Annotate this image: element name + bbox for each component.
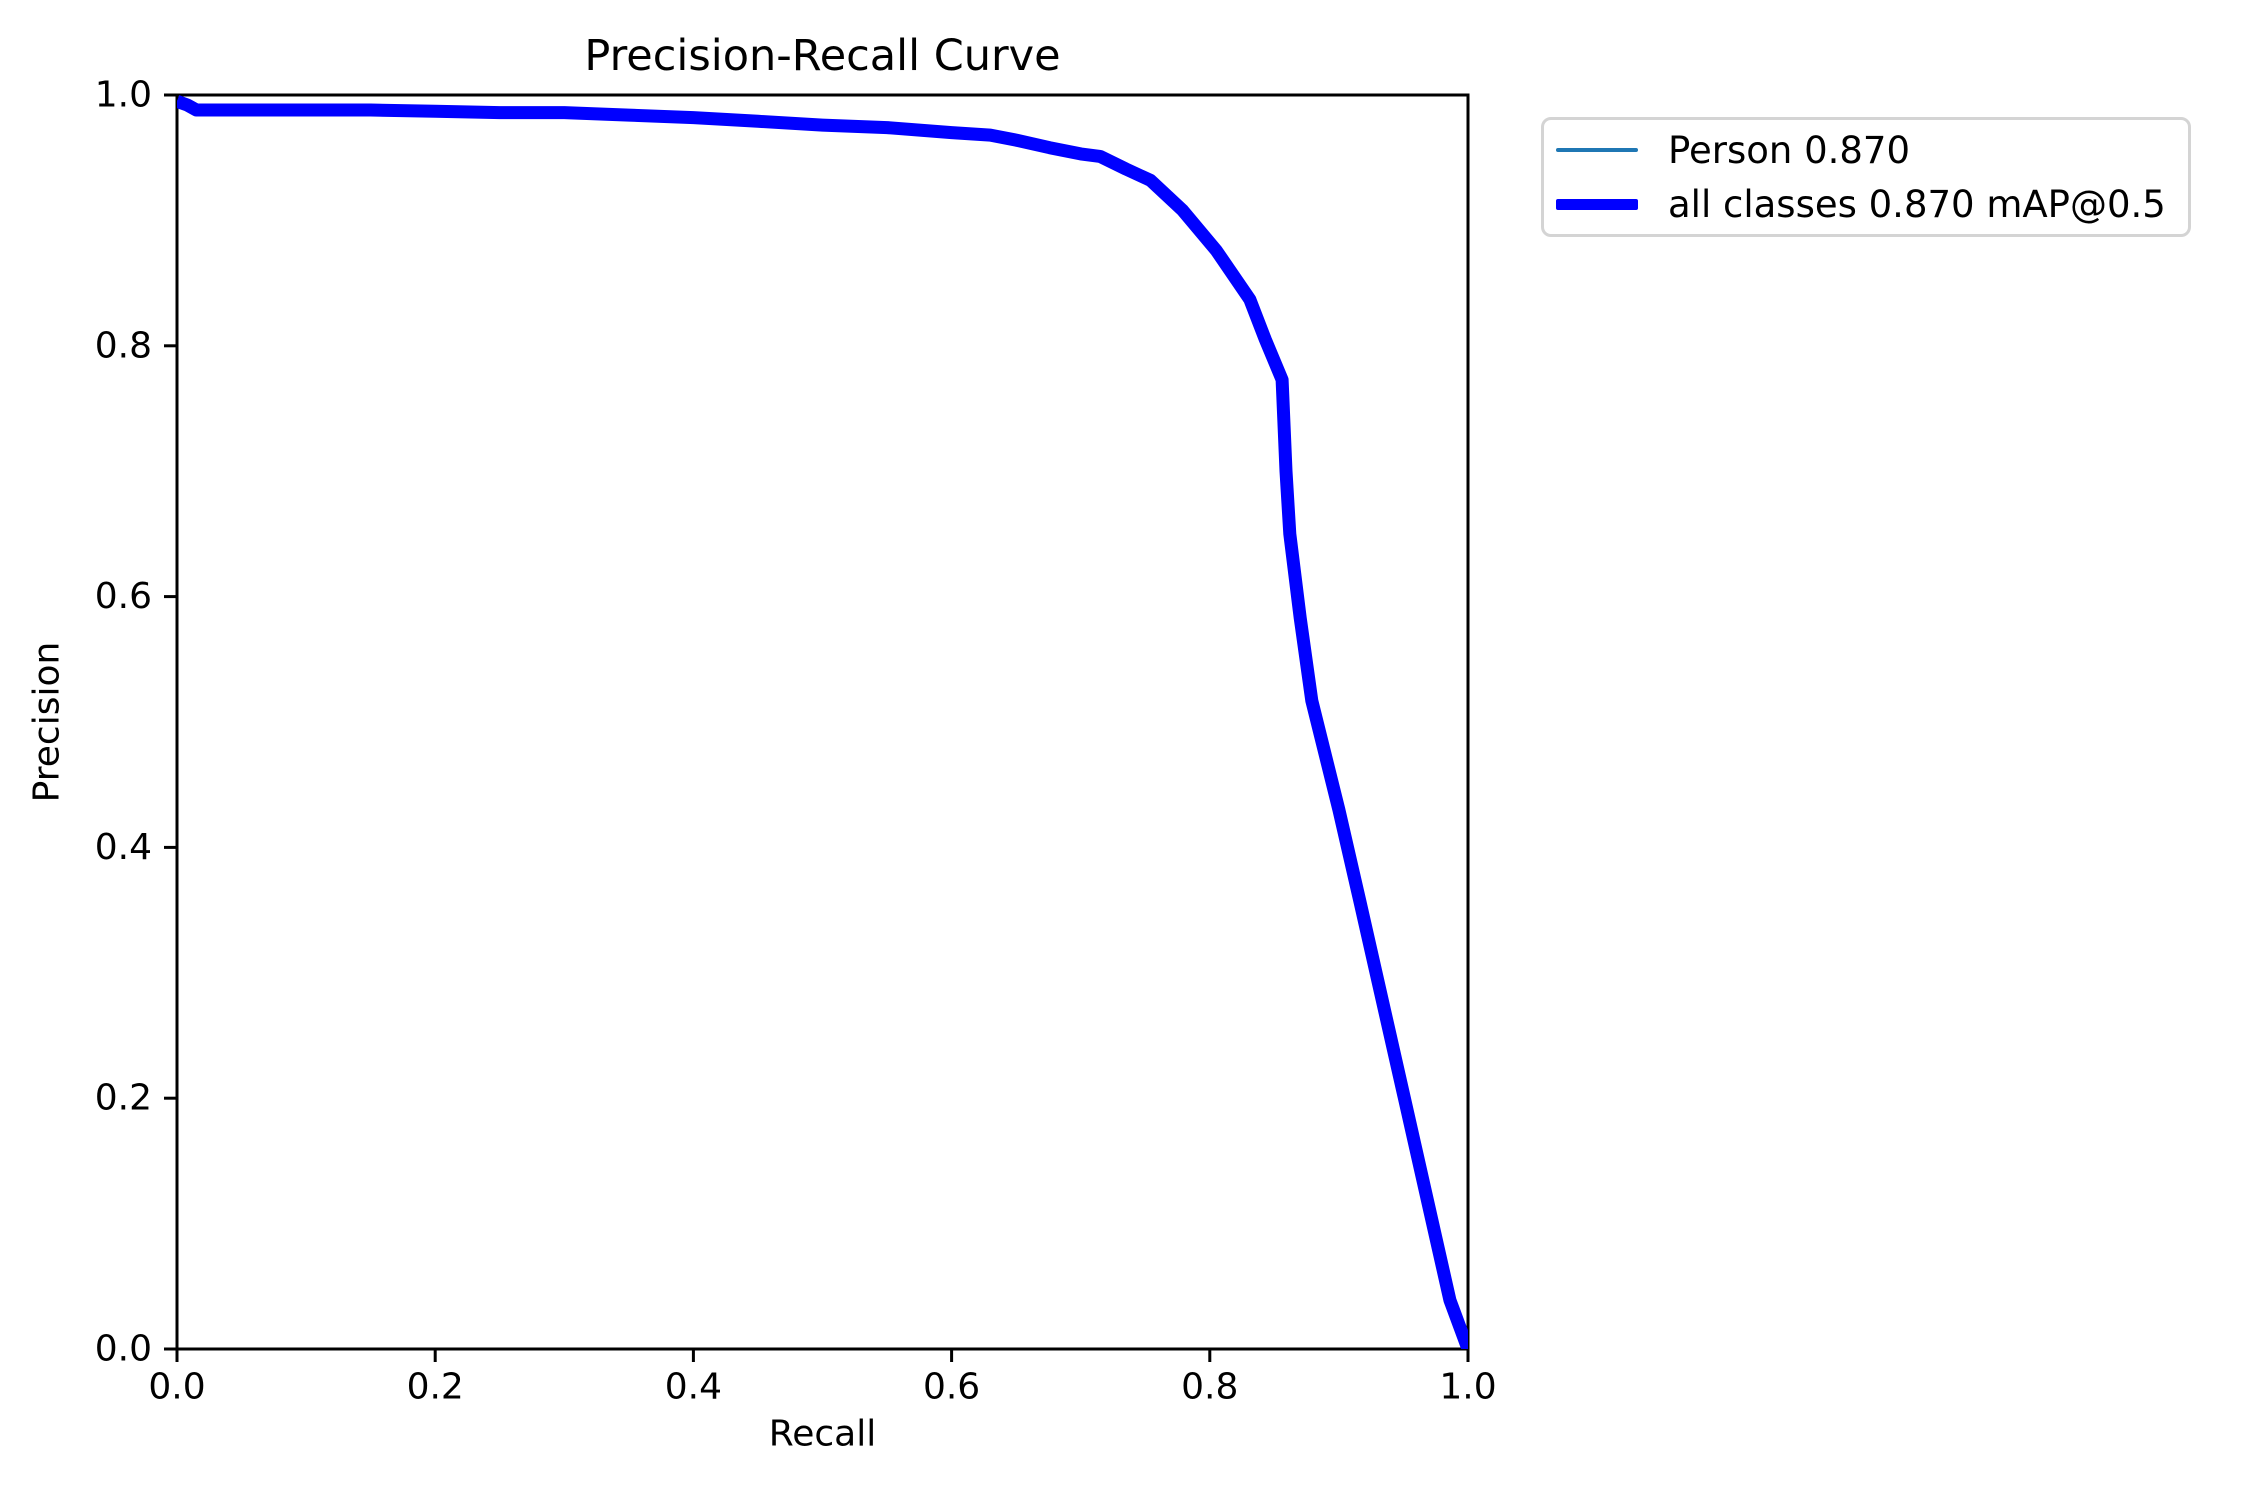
legend-box: Person 0.870 all classes 0.870 mAP@0.5	[1541, 117, 2191, 237]
legend-item: Person 0.870	[1556, 130, 2188, 170]
y-tick-label: 0.4	[95, 827, 152, 868]
curve-person	[177, 99, 1468, 1349]
x-tick-label: 0.4	[665, 1367, 722, 1408]
x-tick-label: 0.8	[1181, 1367, 1238, 1408]
legend-label: Person 0.870	[1668, 128, 1911, 172]
x-tick-label: 0.6	[923, 1367, 980, 1408]
chart-title: Precision-Recall Curve	[584, 31, 1060, 81]
y-tick-label: 0.8	[95, 325, 152, 366]
y-tick-label: 1.0	[95, 75, 152, 116]
legend-line-swatch	[1556, 148, 1638, 152]
x-tick-label: 1.0	[1439, 1367, 1496, 1408]
legend-label: all classes 0.870 mAP@0.5	[1668, 182, 2166, 226]
legend-item: all classes 0.870 mAP@0.5	[1556, 184, 2188, 224]
x-tick-label: 0.2	[407, 1367, 464, 1408]
plot-border	[175, 93, 1470, 1351]
x-tick-label: 0.0	[148, 1367, 205, 1408]
curve-all-classes	[177, 95, 1468, 1349]
y-tick-label: 0.2	[95, 1078, 152, 1119]
x-axis-label: Recall	[769, 1414, 876, 1455]
y-tick-label: 0.0	[95, 1329, 152, 1370]
legend-line-swatch	[1556, 198, 1638, 210]
y-tick-label: 0.6	[95, 576, 152, 617]
y-axis-label: Precision	[27, 642, 68, 803]
